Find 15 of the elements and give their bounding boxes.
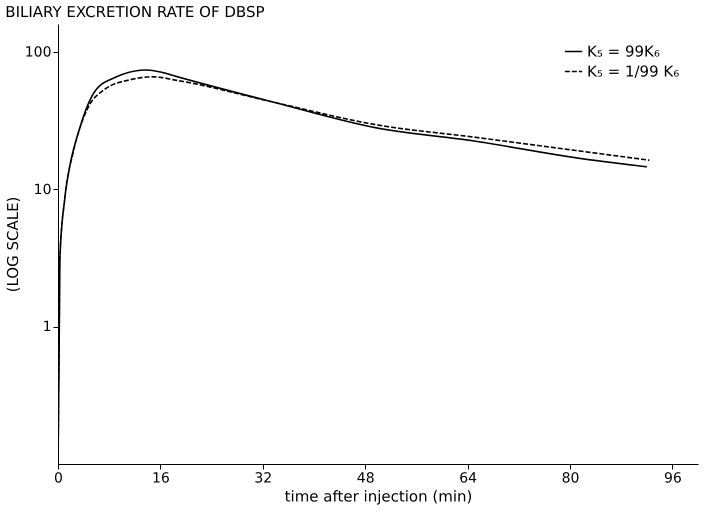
- x-tick-label: 0: [54, 470, 63, 486]
- x-tick-label: 32: [254, 470, 272, 486]
- x-axis-title: time after injection (min): [284, 488, 472, 506]
- chart-title: BILIARY EXCRETION RATE OF DBSP: [5, 3, 265, 21]
- x-tick-label: 16: [152, 470, 170, 486]
- y-tick-label: 100: [24, 44, 52, 61]
- x-tick-label: 80: [562, 470, 580, 486]
- x-tick-label: 64: [459, 470, 478, 486]
- y-tick-label: 10: [34, 182, 52, 198]
- y-axis-title: (LOG SCALE): [4, 196, 22, 292]
- x-tick-label: 96: [664, 470, 682, 486]
- legend-label: K₅ = 99K₆: [587, 42, 660, 60]
- legend-label: K₅ = 1/99 K₆: [587, 62, 680, 80]
- y-tick-label: 1: [42, 319, 52, 336]
- x-tick-label: 48: [356, 470, 375, 486]
